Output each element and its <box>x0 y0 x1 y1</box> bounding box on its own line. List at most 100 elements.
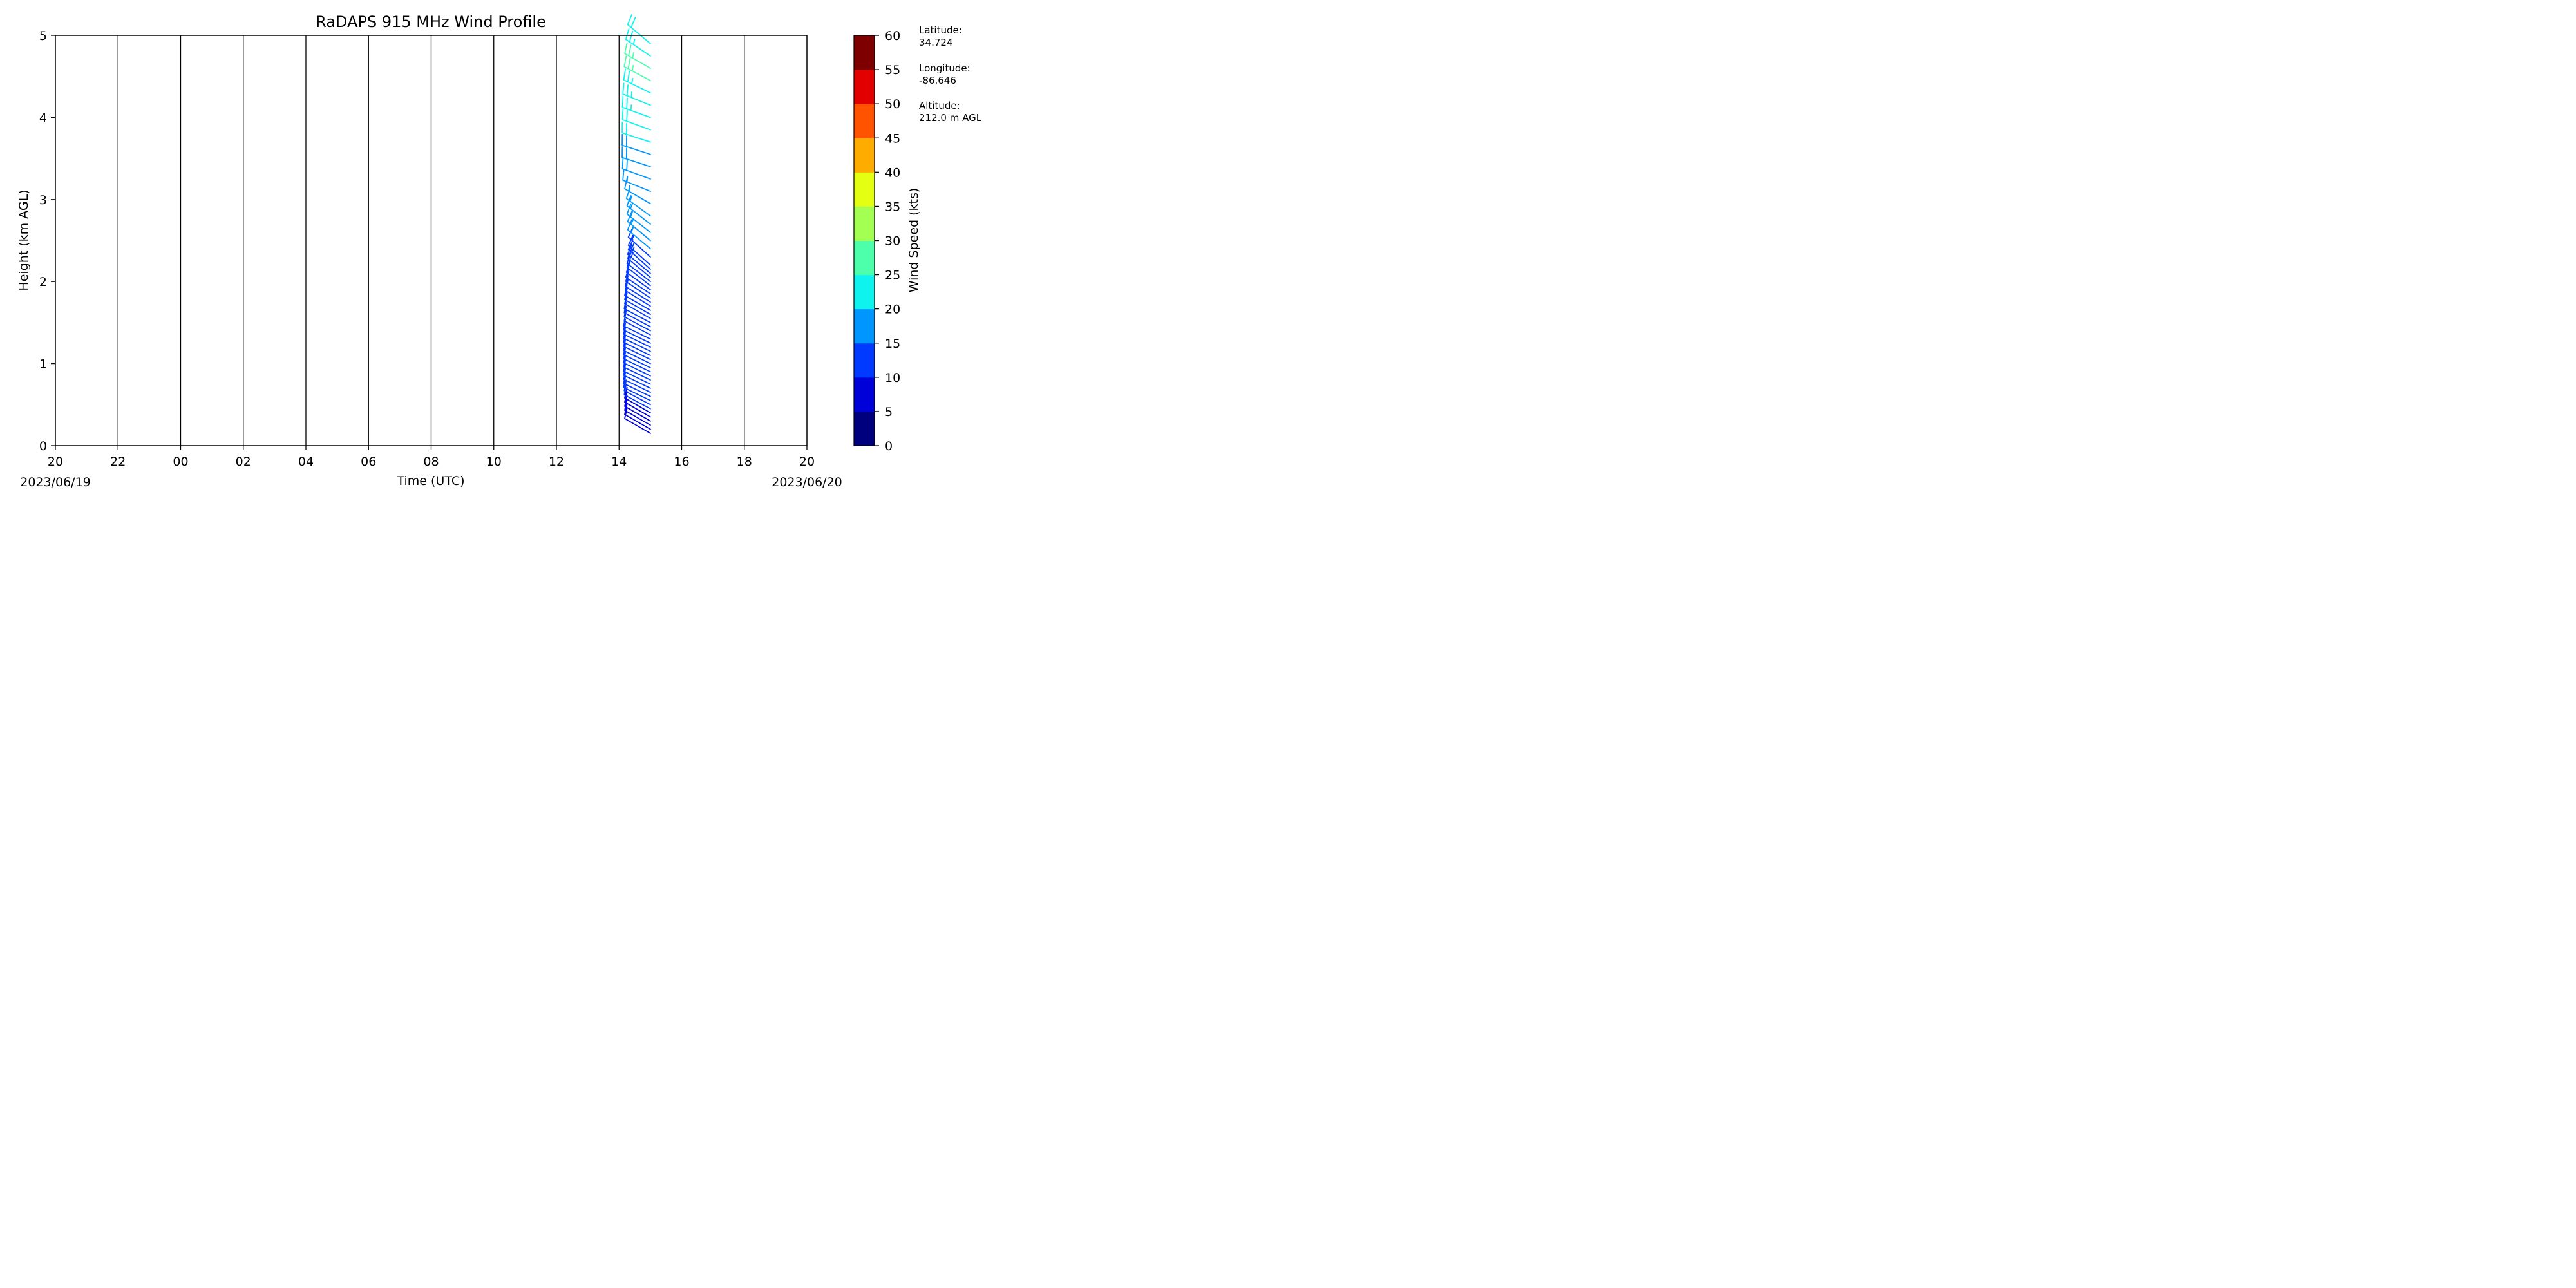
wind-barb <box>627 234 651 266</box>
latitude-label: Latitude: <box>919 24 962 36</box>
wind-barb <box>626 203 651 233</box>
colorbar-tick-label: 50 <box>885 97 900 111</box>
colorbar-segment <box>854 206 875 241</box>
x-tick-label: 20 <box>799 455 815 469</box>
altitude-label: Altitude: <box>919 100 960 111</box>
wind-barb <box>623 68 651 94</box>
x-tick-label: 08 <box>423 455 439 469</box>
site-info: Latitude: 34.724 Longitude: -86.646 Alti… <box>919 24 982 124</box>
wind-barb <box>623 364 651 389</box>
wind-barb <box>623 335 651 361</box>
colorbar-tick-label: 40 <box>885 166 900 180</box>
plot-area <box>55 14 808 446</box>
wind-barb <box>623 352 651 377</box>
colorbar-segment <box>854 411 875 446</box>
wind-barb <box>624 391 651 418</box>
wind-barb <box>625 28 651 57</box>
colorbar-segment <box>854 35 875 70</box>
wind-barb <box>624 399 651 426</box>
wind-barb <box>625 275 651 303</box>
wind-barb <box>624 292 651 319</box>
wind-barb <box>626 256 651 287</box>
colorbar-tick-label: 10 <box>885 371 900 385</box>
y-tick-label: 3 <box>39 193 47 207</box>
wind-barb <box>623 305 651 332</box>
y-tick-label: 1 <box>39 357 47 372</box>
y-tick-label: 0 <box>39 439 47 453</box>
colorbar-tick-label: 35 <box>885 200 900 214</box>
y-tick-label: 5 <box>39 29 47 43</box>
x-tick-label: 14 <box>611 455 627 469</box>
colorbar-segment <box>854 240 875 276</box>
colorbar-segment <box>854 138 875 173</box>
wind-barbs <box>621 14 651 434</box>
x-tick-label: 22 <box>110 455 126 469</box>
x-tick-label: 02 <box>236 455 251 469</box>
wind-barb <box>627 247 651 278</box>
wind-barb <box>624 395 651 422</box>
wind-barb <box>624 42 651 69</box>
colorbar-tick-label: 5 <box>885 405 893 419</box>
x-tick-label: 04 <box>298 455 314 469</box>
colorbar-tick-label: 45 <box>885 131 900 146</box>
x-tick-label: 06 <box>361 455 376 469</box>
wind-barb <box>621 108 651 131</box>
x-tick-label: 00 <box>173 455 188 469</box>
wind-barb <box>623 368 651 393</box>
wind-barb <box>623 376 651 401</box>
longitude-label: Longitude: <box>919 62 971 74</box>
wind-barb <box>625 261 651 290</box>
colorbar-tick-label: 60 <box>885 29 900 43</box>
x-tick-label: 12 <box>549 455 564 469</box>
colorbar-segment <box>854 308 875 344</box>
colorbar-segment <box>854 274 875 310</box>
colorbar-segment <box>854 172 875 207</box>
y-axis: 0 1 2 3 4 5 <box>39 29 55 453</box>
wind-barb <box>623 379 651 406</box>
wind-barb <box>621 157 651 180</box>
wind-barb <box>623 55 651 81</box>
wind-barb <box>623 347 651 373</box>
colorbar: 0 5 10 15 20 25 30 35 40 45 50 55 60 Wind Speed (kts… <box>853 29 921 453</box>
x-tick-label: 10 <box>486 455 502 469</box>
wind-barb <box>621 121 651 143</box>
wind-barb <box>623 355 651 381</box>
end-date-label: 2023/06/20 <box>772 475 842 489</box>
wind-barb <box>623 359 651 385</box>
x-tick-label: 18 <box>737 455 752 469</box>
wind-barb <box>621 146 651 167</box>
wind-barb <box>625 270 651 299</box>
colorbar-tick-label: 25 <box>885 269 900 283</box>
colorbar-segment <box>854 343 875 378</box>
wind-barb <box>623 372 651 397</box>
wind-profile-chart: RaDAPS 915 MHz Wind Profile 20 22 00 02 04 06… <box>17 13 982 489</box>
colorbar-segment <box>854 70 875 104</box>
wind-barb <box>621 133 651 155</box>
colorbar-ticks: 0 5 10 15 20 25 30 35 40 45 50 55 60 <box>875 29 900 453</box>
wind-barb <box>625 279 651 307</box>
time-gridlines <box>117 35 745 446</box>
colorbar-segment <box>854 377 875 412</box>
x-axis: 20 22 00 02 04 06 08 10 12 14 16 18 20 <box>48 446 815 469</box>
chart-title: RaDAPS 915 MHz Wind Profile <box>316 13 546 31</box>
wind-barb <box>623 323 651 348</box>
wind-barb <box>627 14 651 44</box>
colorbar-segments <box>854 35 875 446</box>
wind-barb <box>624 407 651 434</box>
wind-barb <box>627 219 651 250</box>
y-tick-label: 2 <box>39 275 47 289</box>
wind-barb <box>623 331 651 356</box>
y-tick-label: 4 <box>39 111 47 125</box>
colorbar-tick-label: 15 <box>885 337 900 351</box>
colorbar-segment <box>854 104 875 138</box>
latitude-value: 34.724 <box>919 37 953 48</box>
colorbar-tick-label: 0 <box>885 439 893 453</box>
wind-barb <box>623 383 651 410</box>
wind-barb <box>621 96 651 118</box>
altitude-value: 212.0 m AGL <box>919 112 982 124</box>
y-axis-label: Height (km AGL) <box>17 189 31 290</box>
colorbar-label: Wind Speed (kts) <box>907 188 921 293</box>
colorbar-tick-label: 30 <box>885 234 900 249</box>
longitude-value: -86.646 <box>919 75 956 86</box>
wind-barb <box>624 403 651 430</box>
